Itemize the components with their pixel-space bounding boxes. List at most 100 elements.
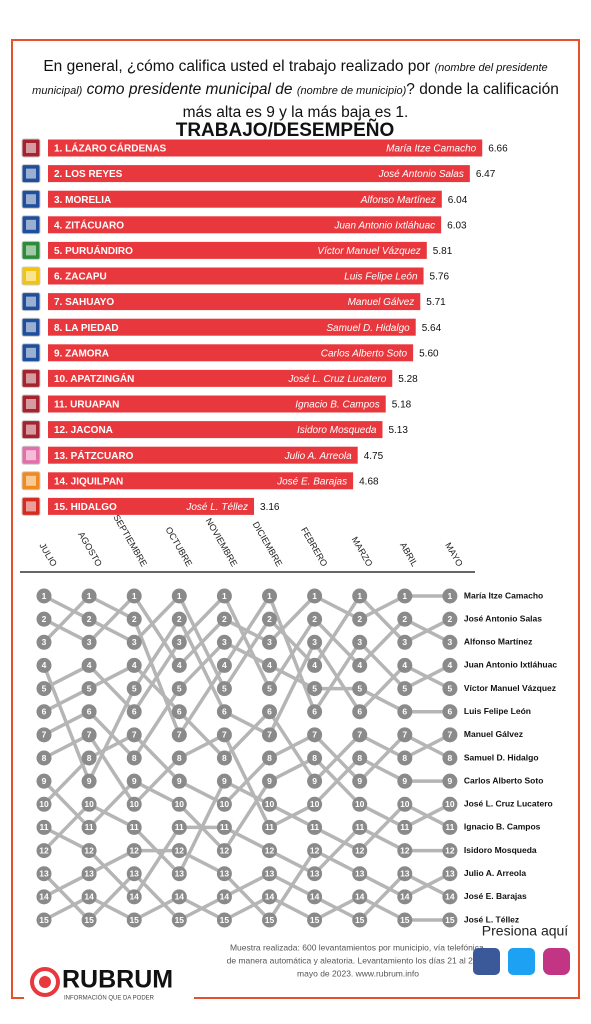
rank-number: 8 xyxy=(312,753,317,763)
bar-name: Isidoro Mosqueda xyxy=(297,425,377,436)
rank-dot xyxy=(442,727,458,743)
rank-dot xyxy=(126,681,142,697)
rank-number: 11 xyxy=(400,822,409,832)
rank-dot xyxy=(36,889,52,905)
rank-dot xyxy=(307,819,323,835)
rank-dot xyxy=(36,634,52,650)
party-logo-inner xyxy=(26,143,36,153)
rank-dot xyxy=(307,704,323,720)
bar xyxy=(48,293,421,311)
value-label: 3.16 xyxy=(260,502,280,513)
rank-number: 1 xyxy=(132,591,137,601)
rank-number: 9 xyxy=(222,776,227,786)
rank-dot xyxy=(126,866,142,882)
rank-number: 14 xyxy=(400,892,410,902)
rank-number: 8 xyxy=(87,753,92,763)
value-label: 5.13 xyxy=(388,425,408,436)
rank-number: 5 xyxy=(267,683,272,693)
value-label: 6.03 xyxy=(447,220,467,231)
month-label: OCTUBRE xyxy=(164,525,195,568)
rank-number: 6 xyxy=(357,706,362,716)
bar-category: 12. JACONA xyxy=(54,425,113,436)
rank-dot xyxy=(397,750,413,766)
rank-dot xyxy=(352,750,368,766)
month-label: JULIO xyxy=(37,541,58,568)
value-label: 5.18 xyxy=(392,400,412,411)
question-text: En general, ¿cómo califica usted el trab… xyxy=(43,58,431,75)
rank-number: 13 xyxy=(310,868,320,878)
rank-line xyxy=(43,733,450,830)
rank-number: 5 xyxy=(87,683,92,693)
rank-number: 9 xyxy=(87,776,92,786)
month-label: ABRIL xyxy=(398,541,420,569)
rank-number: 10 xyxy=(129,799,139,809)
rank-dot xyxy=(397,657,413,673)
bar-category: 8. LA PIEDAD xyxy=(54,323,119,334)
rank-dot xyxy=(262,773,277,789)
rank-dot xyxy=(262,657,277,673)
rank-number: 9 xyxy=(267,776,272,786)
rank-number: 4 xyxy=(357,660,362,670)
series-name: Luis Felipe León xyxy=(464,706,531,716)
series-name: Manuel Gálvez xyxy=(464,729,523,739)
rank-dot xyxy=(81,866,97,882)
rank-number: 2 xyxy=(267,614,272,624)
rank-dot xyxy=(262,588,277,604)
rank-number: 4 xyxy=(132,660,137,670)
logo-dot xyxy=(39,976,51,988)
rank-dot xyxy=(397,681,413,697)
bar xyxy=(48,446,358,464)
rank-number: 6 xyxy=(177,706,182,716)
rank-dot xyxy=(262,611,277,627)
rank-dot xyxy=(352,611,368,627)
rank-number: 12 xyxy=(39,845,49,855)
rank-number: 11 xyxy=(220,822,229,832)
twitter-icon[interactable] xyxy=(508,948,535,975)
rank-dot xyxy=(397,704,413,720)
bar-name: José Antonio Salas xyxy=(378,169,464,180)
question-placeholder: (nombre de municipio) xyxy=(296,85,407,97)
question-text: como presidente municipal de xyxy=(86,81,293,98)
party-logo-inner xyxy=(26,501,36,512)
value-label: 6.47 xyxy=(476,169,496,180)
bar-category: 3. MORELIA xyxy=(54,195,111,206)
rank-dot xyxy=(171,843,187,859)
rank-number: 7 xyxy=(42,730,47,740)
party-logo-inner xyxy=(26,271,36,281)
rank-number: 2 xyxy=(312,614,317,624)
rank-dot xyxy=(126,750,142,766)
rank-dot xyxy=(352,819,368,835)
rank-dot xyxy=(216,866,232,882)
rank-number: 14 xyxy=(220,892,230,902)
value-label: 5.71 xyxy=(426,297,446,308)
bar-name: José E. Barajas xyxy=(276,476,347,487)
rank-number: 9 xyxy=(357,776,362,786)
series-name: Julio A. Arreola xyxy=(464,868,526,878)
rank-number: 7 xyxy=(132,730,137,740)
facebook-icon[interactable] xyxy=(473,948,500,975)
rank-dot xyxy=(36,750,52,766)
rank-dot xyxy=(171,866,187,882)
rank-number: 15 xyxy=(129,915,139,925)
instagram-icon[interactable] xyxy=(543,948,570,975)
month-label: NOVIEMBRE xyxy=(204,516,240,568)
rank-number: 7 xyxy=(177,730,182,740)
rank-dot xyxy=(216,657,232,673)
rank-dot xyxy=(171,727,187,743)
rank-dot xyxy=(352,657,368,673)
rank-dot xyxy=(216,588,232,604)
bar xyxy=(48,241,427,259)
rank-dot xyxy=(307,889,323,905)
rank-number: 10 xyxy=(265,799,275,809)
rank-dot xyxy=(442,657,458,673)
rank-number: 11 xyxy=(85,822,94,832)
party-logo-inner xyxy=(26,245,36,256)
rank-number: 4 xyxy=(222,660,227,670)
rank-number: 1 xyxy=(267,591,272,601)
rank-number: 3 xyxy=(87,637,92,647)
rank-number: 8 xyxy=(357,753,362,763)
rank-number: 13 xyxy=(39,868,49,878)
rank-dot xyxy=(442,889,458,905)
rank-number: 14 xyxy=(355,892,365,902)
